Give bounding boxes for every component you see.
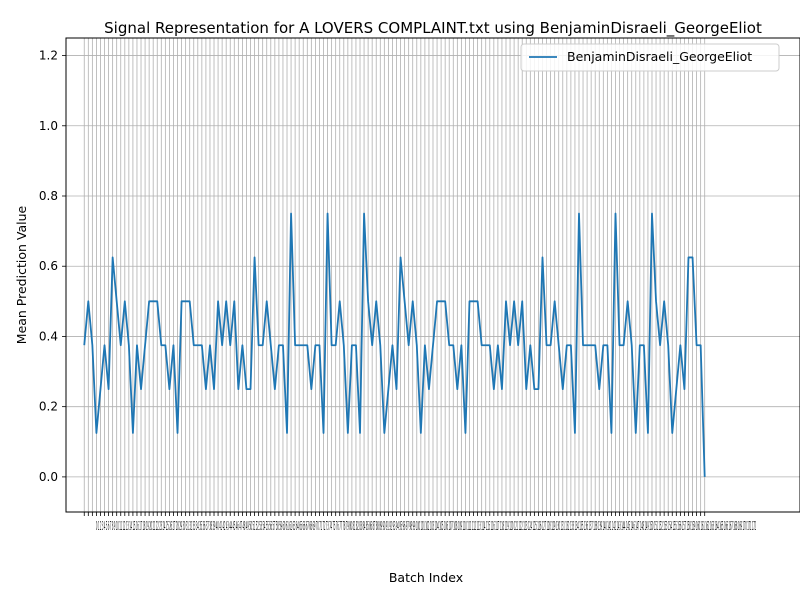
legend-box	[520, 43, 780, 72]
y-tick-label: 0.0	[39, 470, 58, 484]
y-tick-label: 0.8	[39, 189, 58, 203]
x-axis-ticks	[83, 512, 706, 516]
chart-title: Signal Representation for A LOVERS COMPL…	[104, 19, 762, 38]
y-tick-label: 1.0	[39, 119, 58, 133]
y-tick-label: 1.2	[39, 49, 58, 63]
legend-entry: BenjaminDisraeli_GeorgeEliot	[567, 49, 752, 64]
x-gridlines	[83, 38, 706, 512]
x-tick-labels: 0 1 2 3 4 5 6 7 8 9 10 11 12 13 14 15 16…	[96, 519, 756, 533]
y-tick-label: 0.2	[39, 400, 58, 414]
y-tick-label: 0.6	[39, 259, 58, 273]
y-axis-ticks: 0.0 0.2 0.4 0.6 0.8 1.0 1.2	[39, 49, 66, 484]
series-line	[83, 212, 706, 477]
legend: BenjaminDisraeli_GeorgeEliot	[520, 43, 780, 72]
x-axis-label: Batch Index	[389, 570, 463, 585]
y-tick-label: 0.4	[39, 329, 58, 343]
y-axis-label: Mean Prediction Value	[14, 205, 29, 344]
